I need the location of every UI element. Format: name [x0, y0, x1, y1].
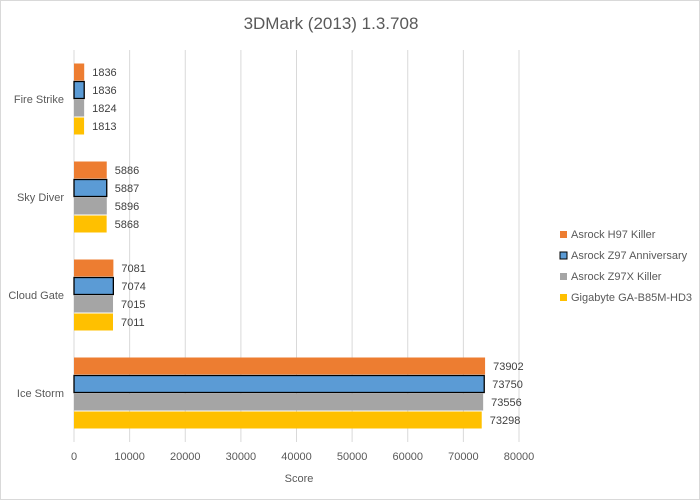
legend-label: Asrock Z97X Killer	[571, 271, 662, 283]
x-tick-label: 30000	[226, 451, 257, 463]
data-label: 1824	[92, 103, 116, 115]
y-category-label: Cloud Gate	[8, 290, 64, 302]
bar	[73, 178, 108, 198]
x-tick-label: 70000	[448, 451, 479, 463]
x-axis-label: Score	[285, 473, 314, 485]
bar	[74, 313, 113, 331]
bar	[74, 215, 107, 233]
chart-title: 3DMark (2013) 1.3.708	[244, 14, 419, 33]
legend-swatch	[560, 231, 567, 238]
legend-label: Asrock Z97 Anniversary	[571, 250, 688, 262]
data-label: 5896	[115, 201, 139, 213]
legend-label: Gigabyte GA-B85M-HD3	[571, 292, 692, 304]
bar	[74, 411, 482, 429]
data-label: 1836	[92, 85, 116, 97]
y-category-label: Fire Strike	[14, 94, 64, 106]
data-label: 73298	[490, 415, 521, 427]
legend-swatch	[559, 251, 568, 260]
bar	[74, 259, 114, 277]
legend-swatch	[560, 273, 567, 280]
x-tick-label: 50000	[337, 451, 368, 463]
legend-label: Asrock H97 Killer	[571, 229, 656, 241]
y-category-label: Sky Diver	[17, 192, 64, 204]
x-tick-label: 20000	[170, 451, 201, 463]
data-label: 73750	[492, 379, 523, 391]
bar	[73, 80, 85, 100]
bar	[74, 63, 85, 81]
bar	[74, 393, 484, 411]
x-tick-label: 0	[71, 451, 77, 463]
data-label: 1836	[92, 67, 116, 79]
x-tick-label: 80000	[504, 451, 535, 463]
x-tick-label: 60000	[392, 451, 423, 463]
data-label: 5868	[115, 219, 139, 231]
data-label: 7015	[121, 299, 145, 311]
data-label: 73556	[491, 397, 522, 409]
data-label: 73902	[493, 361, 524, 373]
bar	[74, 117, 85, 135]
x-tick-label: 40000	[281, 451, 312, 463]
bar	[74, 357, 486, 375]
bar	[73, 374, 485, 394]
data-label: 7074	[121, 281, 145, 293]
legend-swatch	[560, 294, 567, 301]
bar	[74, 99, 85, 117]
bar	[73, 276, 114, 296]
data-label: 1813	[92, 121, 116, 133]
data-label: 7081	[121, 263, 145, 275]
data-label: 5886	[115, 165, 139, 177]
bar	[74, 295, 114, 313]
x-tick-label: 10000	[114, 451, 145, 463]
bar	[74, 161, 107, 179]
data-label: 5887	[115, 183, 139, 195]
data-label: 7011	[121, 317, 145, 329]
y-category-label: Ice Storm	[17, 388, 64, 400]
bar	[74, 197, 107, 215]
